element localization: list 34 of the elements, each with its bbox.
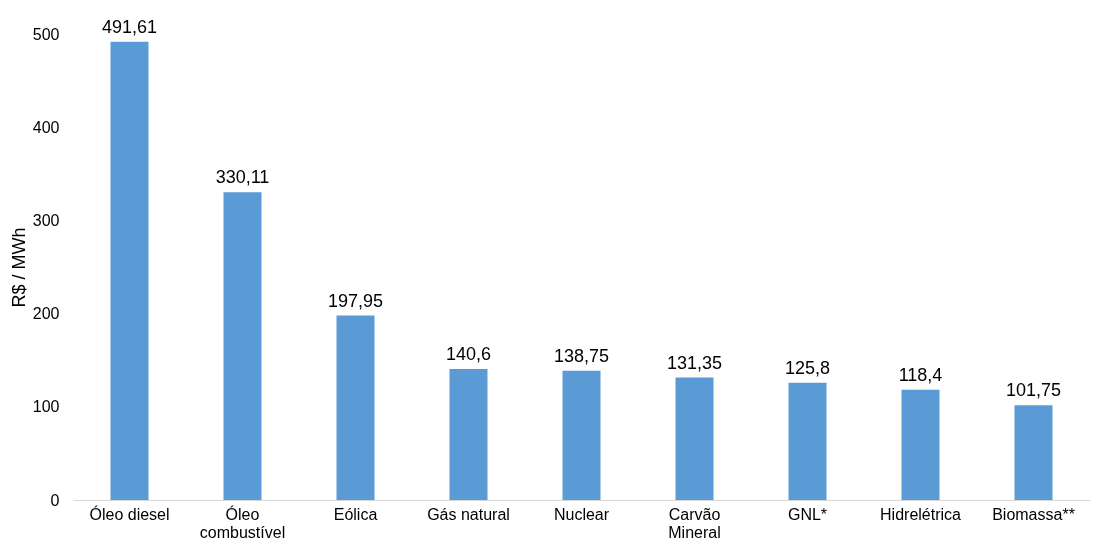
x-tick-label: Eólica <box>333 505 378 523</box>
bar <box>110 41 149 500</box>
x-tick-label: GNL* <box>787 505 828 523</box>
data-label: 118,4 <box>898 364 943 385</box>
data-label: 101,75 <box>1005 380 1062 401</box>
bar <box>675 377 714 500</box>
bar <box>223 192 262 500</box>
data-label: 140,6 <box>445 343 492 364</box>
data-label: 125,8 <box>784 357 831 378</box>
data-label: 491,61 <box>101 16 158 37</box>
y-tick-label: 200 <box>32 305 60 323</box>
y-tick-label: 0 <box>50 491 60 509</box>
x-tick-label: Óleo diesel <box>89 504 170 523</box>
bar <box>1014 405 1053 500</box>
data-label: 131,35 <box>666 352 723 373</box>
bar <box>788 382 827 500</box>
x-tick-label: Carvão Mineral <box>668 505 721 541</box>
x-tick-label: Gás natural <box>427 505 510 523</box>
x-tick-label: Hidrelétrica <box>880 505 962 523</box>
x-tick-label: Biomassa** <box>992 505 1075 523</box>
x-tick-label: Óleo combustível <box>199 504 286 541</box>
data-label: 138,75 <box>553 345 610 366</box>
bar <box>901 389 940 500</box>
y-tick-label: 500 <box>32 25 60 43</box>
bar <box>562 370 601 500</box>
bar <box>336 315 375 500</box>
data-label: 330,11 <box>215 167 270 188</box>
y-axis-title: R$ / MWh <box>8 227 29 308</box>
bar <box>449 368 488 500</box>
x-tick-label: Nuclear <box>553 505 610 523</box>
data-label: 197,95 <box>327 290 384 311</box>
y-tick-label: 400 <box>32 118 60 136</box>
y-tick-label: 300 <box>32 211 60 229</box>
y-tick-label: 100 <box>32 398 60 416</box>
